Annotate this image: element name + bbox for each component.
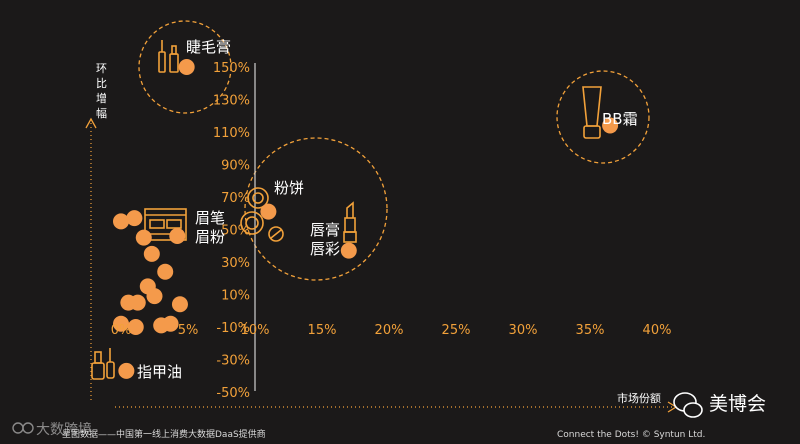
x-tick-label: 15% [308, 323, 337, 338]
data-point [113, 213, 129, 230]
y-tick-label: 130% [213, 94, 250, 109]
x-axis-title: 市场份额 [617, 391, 661, 405]
data-point-labeled [178, 59, 195, 75]
data-point [126, 210, 143, 227]
point-label: 睫毛膏 [186, 38, 231, 56]
y-tick-label: -30% [216, 354, 250, 369]
y-axis-title-2: 比 [96, 77, 107, 90]
y-tick-label: 50% [221, 224, 250, 239]
cluster-circle-lashes [138, 20, 232, 114]
product-icons [91, 40, 602, 380]
point-label: 唇膏 [310, 221, 340, 239]
data-point [146, 288, 163, 305]
source-footer-left: 星图数据——中国第一线上消费大数据DaaS提供商 [62, 428, 266, 440]
bb-cream-icon [582, 86, 602, 139]
mascara-icon [158, 40, 179, 73]
data-point [135, 229, 152, 246]
x-tick-label: 40% [643, 323, 672, 338]
x-tick-label: 30% [509, 323, 538, 338]
powder-compact-icon [240, 187, 284, 242]
x-tick-label: 5% [178, 323, 199, 338]
data-points [113, 59, 619, 379]
nail-polish-icon [91, 348, 115, 380]
data-point [113, 315, 129, 332]
y-tick-label: 110% [213, 126, 250, 141]
data-point-labeled [340, 242, 357, 259]
data-point-labeled [118, 362, 135, 379]
brand-watermark: 美博会 [673, 392, 766, 418]
y-tick-label: 70% [221, 191, 250, 206]
y-tick-label: -50% [216, 386, 250, 401]
point-label: BB霜 [602, 110, 638, 128]
data-point [129, 294, 146, 311]
data-point-labeled [260, 203, 277, 220]
y-arrow-head [85, 117, 97, 129]
data-point [162, 315, 179, 332]
y-tick-label: 150% [213, 61, 250, 76]
point-label: 粉饼 [274, 179, 304, 197]
cluster-circles [138, 20, 650, 281]
y-axis-title-3: 增 [96, 91, 107, 105]
point-label: 唇彩 [310, 240, 340, 258]
x-tick-label: 10% [241, 323, 270, 338]
lipstick-icon [343, 201, 357, 243]
data-point-labeled [169, 228, 186, 244]
data-point-labeled [602, 117, 619, 134]
y-axis-title-4: 幅 [96, 107, 107, 120]
data-point [157, 263, 174, 280]
point-label: 眉粉 [195, 228, 225, 246]
y-axis-title-1: 环 [96, 62, 107, 75]
y-axis-title: 环 比 增 幅 [96, 62, 107, 120]
y-tick-label: 10% [221, 289, 250, 304]
source-footer-right: Connect the Dots! © Syntun Ltd. [557, 430, 705, 440]
x-tick-label: 0% [111, 323, 132, 338]
cluster-circle-bb [556, 70, 650, 164]
tick-labels: 150%130%110%90%70%50%30%10%-10%-30%-50%0… [111, 61, 672, 401]
point-label: 眉笔 [195, 209, 225, 227]
x-tick-label: 25% [442, 323, 471, 338]
cluster-circle-mid [244, 137, 388, 281]
data-point [127, 319, 144, 335]
y-tick-label: 30% [221, 256, 250, 271]
data-point [143, 245, 160, 262]
data-point [171, 296, 188, 313]
y-tick-label: -10% [216, 321, 250, 336]
watermark-text: 大数跨境 [36, 422, 92, 438]
brand-name: 美博会 [709, 393, 766, 415]
x-tick-label: 35% [576, 323, 605, 338]
point-label: 指甲油 [137, 363, 182, 381]
watermark-logo: 大数跨境 [12, 422, 92, 438]
y-tick-label: 90% [221, 159, 250, 174]
x-tick-label: 20% [375, 323, 404, 338]
